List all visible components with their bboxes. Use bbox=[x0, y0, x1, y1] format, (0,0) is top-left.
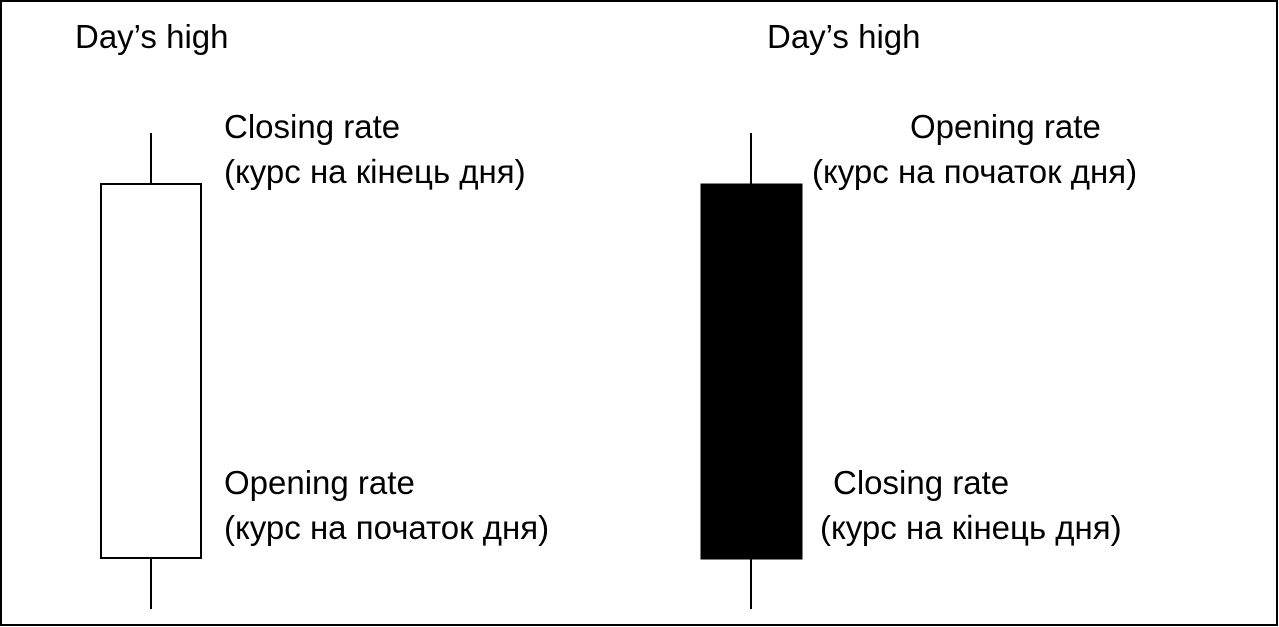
lower-title: Opening rate bbox=[224, 464, 415, 501]
black-candle bbox=[700, 133, 803, 609]
lower-subtitle: (курс на кінець дня) bbox=[820, 509, 1122, 546]
top-label: Day’s high bbox=[767, 18, 920, 55]
upper-title: Closing rate bbox=[224, 108, 400, 145]
top-label: Day’s high bbox=[75, 18, 228, 55]
upper-subtitle: (курс на початок дня) bbox=[812, 153, 1137, 190]
candle-body bbox=[700, 183, 803, 560]
candle-body bbox=[100, 183, 202, 559]
lower-subtitle: (курс на початок дня) bbox=[224, 509, 549, 546]
white-candle bbox=[100, 133, 202, 609]
upper-subtitle: (курс на кінець дня) bbox=[224, 153, 526, 190]
upper-title: Opening rate bbox=[910, 108, 1101, 145]
lower-title: Closing rate bbox=[833, 464, 1009, 501]
